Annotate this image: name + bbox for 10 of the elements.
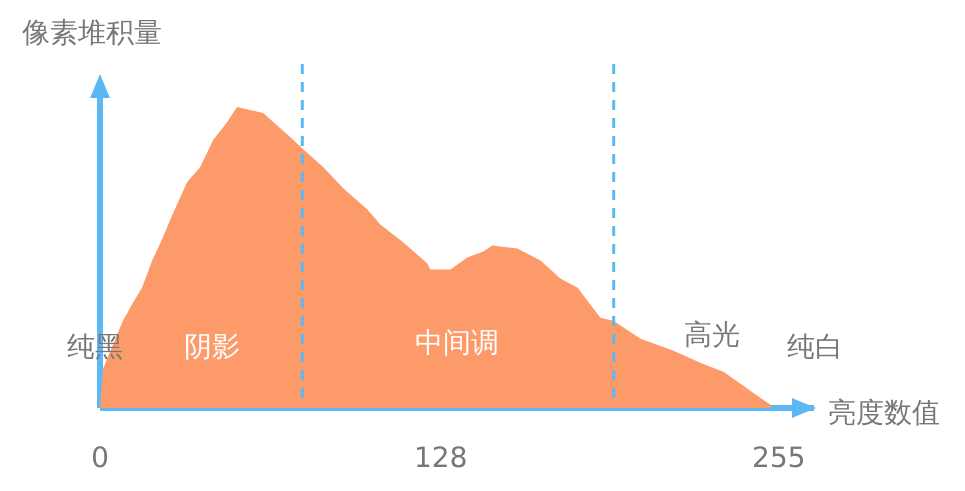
annotation: 纯黑 [67, 330, 123, 363]
ylabel: 像素堆积量 [22, 16, 162, 49]
x-tick: 0 [91, 441, 109, 474]
x-tick: 128 [414, 441, 468, 474]
x-tick: 255 [752, 441, 806, 474]
annotation: 高光 [684, 318, 740, 351]
annotation: 纯白 [787, 330, 843, 363]
annotation: 阴影 [184, 330, 240, 363]
xlabel: 亮度数值 [828, 396, 940, 429]
annotation: 中间调 [415, 326, 499, 359]
